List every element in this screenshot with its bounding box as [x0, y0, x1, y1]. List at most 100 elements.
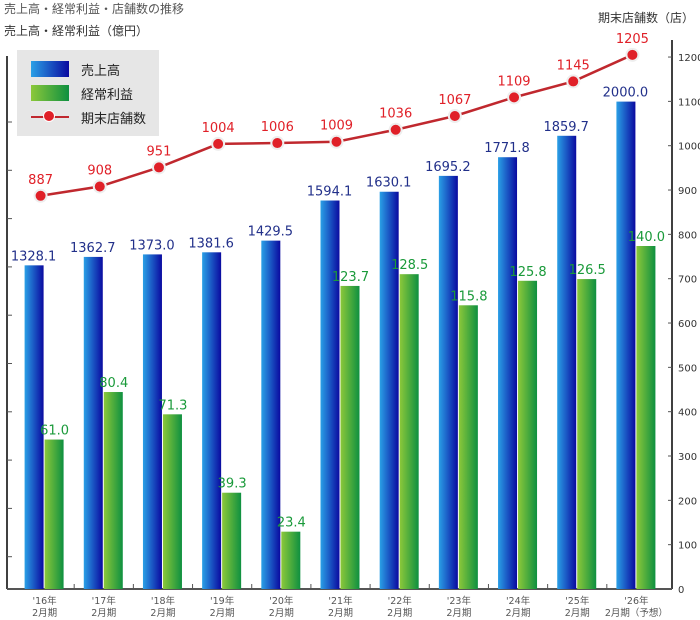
- stores-point: [447, 108, 462, 123]
- legend: 売上高 経常利益 期末店舗数: [17, 50, 159, 136]
- profit-bar: [281, 531, 301, 589]
- stores-point: [507, 90, 522, 105]
- x-tick-label: 2月期: [269, 608, 294, 619]
- profit-bar: [518, 280, 538, 589]
- x-tick-label: '25年: [565, 595, 590, 607]
- stores-point: [33, 188, 48, 203]
- stores-label: 1145: [557, 58, 590, 73]
- sales-label: 2000.0: [603, 86, 649, 101]
- profit-bar: [103, 392, 123, 589]
- sales-bar: [557, 135, 577, 589]
- profit-bar: [44, 439, 64, 589]
- sales-label: 1771.8: [484, 141, 530, 156]
- profit-bar: [636, 246, 656, 589]
- profit-label: 128.5: [391, 258, 428, 273]
- right-tick-label: 300: [678, 452, 697, 463]
- profit-label: 80.4: [99, 376, 128, 391]
- sales-label: 1630.1: [366, 176, 412, 191]
- x-tick-label: 2月期: [32, 608, 57, 619]
- x-tick-label: '17年: [92, 595, 117, 607]
- x-tick-label: '19年: [210, 595, 235, 607]
- legend-label: 経常利益: [81, 87, 134, 103]
- right-tick-label: 1200: [678, 53, 700, 64]
- sales-bar: [320, 200, 340, 590]
- sales-label: 1859.7: [543, 120, 589, 135]
- stores-label: 887: [28, 173, 53, 188]
- sales-label: 1429.5: [248, 225, 294, 240]
- x-tick-label: '22年: [388, 595, 413, 607]
- stores-label: 1109: [497, 74, 530, 89]
- right-tick-label: 800: [678, 230, 697, 241]
- profit-label: 23.4: [277, 516, 306, 531]
- legend-label: 売上高: [81, 63, 121, 79]
- x-tick-label: '21年: [328, 595, 353, 607]
- x-tick-label: '26年: [624, 595, 649, 607]
- stores-label: 1004: [202, 121, 235, 136]
- sales-bar: [24, 265, 44, 589]
- legend-label: 期末店舗数: [81, 111, 147, 127]
- x-tick-label: '20年: [269, 595, 294, 607]
- sales-bar: [498, 157, 518, 589]
- legend-item-sales: 売上高: [31, 61, 121, 79]
- right-tick-label: 100: [678, 541, 697, 552]
- x-tick-label: '23年: [447, 595, 472, 607]
- right-tick-label: 500: [678, 363, 697, 374]
- profit-bar: [222, 492, 242, 589]
- profit-bar: [399, 274, 419, 589]
- left-axis-label: 売上高・経常利益（億円）: [4, 24, 149, 38]
- profit-label: 71.3: [158, 398, 187, 413]
- sales-bar: [616, 101, 636, 589]
- sales-bar: [202, 252, 222, 589]
- profit-bar: [162, 414, 182, 589]
- right-tick-label: 600: [678, 319, 697, 330]
- sales-label: 1594.1: [307, 185, 353, 200]
- x-tick-label: 2月期: [210, 608, 235, 619]
- x-tick-label: 2月期: [446, 608, 471, 619]
- profit-bar: [458, 305, 478, 589]
- sales-label: 1381.6: [188, 236, 234, 251]
- sales-label: 1695.2: [425, 160, 471, 175]
- sales-bar: [83, 256, 103, 589]
- stores-point: [151, 160, 166, 175]
- stores-label: 1009: [320, 119, 353, 134]
- stores-label: 1205: [616, 32, 649, 47]
- right-tick-label: 700: [678, 275, 697, 286]
- profit-label: 140.0: [628, 230, 665, 245]
- sales-bar: [379, 191, 399, 589]
- x-tick-label: 2月期: [328, 608, 353, 619]
- legend-item-stores: 期末店舗数: [31, 109, 147, 127]
- x-tick-label: 2月期: [91, 608, 116, 619]
- profit-label: 39.3: [218, 477, 247, 492]
- stores-point: [211, 136, 226, 151]
- stores-line-swatch: [31, 109, 69, 125]
- stores-point: [329, 134, 344, 149]
- chart-title: 売上高・経常利益・店舗数の推移: [4, 2, 185, 16]
- profit-label: 126.5: [569, 263, 606, 278]
- stores-label: 1036: [379, 107, 412, 122]
- sales-bar: [261, 240, 281, 589]
- right-tick-label: 200: [678, 496, 697, 507]
- right-tick-label: 400: [678, 408, 697, 419]
- stores-label: 1067: [438, 93, 471, 108]
- sales-label: 1362.7: [70, 241, 116, 256]
- profit-label: 61.0: [40, 424, 69, 439]
- profit-label: 115.8: [450, 289, 487, 304]
- stores-label: 1006: [261, 120, 294, 135]
- x-tick-label: 2月期: [565, 608, 590, 619]
- right-tick-label: 1000: [678, 142, 700, 153]
- x-tick-label: 2月期: [387, 608, 412, 619]
- sales-label: 1373.0: [129, 238, 175, 253]
- profit-swatch: [31, 85, 69, 101]
- legend-item-profit: 経常利益: [31, 85, 134, 103]
- profit-bar: [577, 279, 597, 589]
- stores-point: [625, 47, 640, 62]
- stores-label: 908: [87, 163, 112, 178]
- sales-bar: [142, 254, 162, 589]
- x-tick-label: '18年: [151, 595, 176, 607]
- sales-label: 1328.1: [11, 249, 57, 264]
- right-tick-label: 0: [678, 585, 684, 596]
- x-tick-label: '24年: [506, 595, 531, 607]
